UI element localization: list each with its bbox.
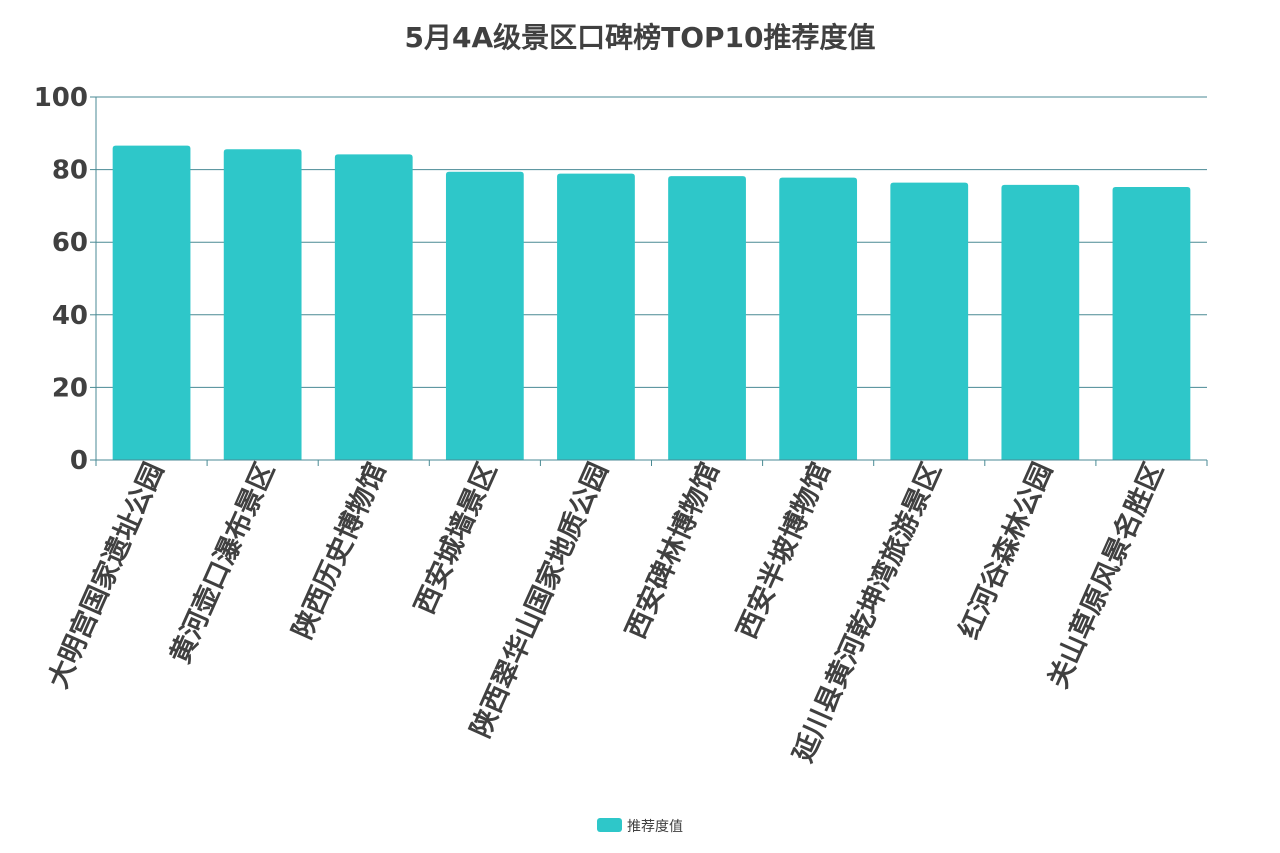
- x-tick-label: 红河谷森林公园: [953, 458, 1059, 644]
- x-tick-label: 西安城墙景区: [409, 458, 503, 619]
- y-tick-label: 0: [70, 446, 88, 476]
- legend-swatch[interactable]: [597, 818, 622, 832]
- x-tick-label: 陕西历史博物馆: [286, 458, 392, 644]
- y-tick-label: 40: [52, 301, 88, 331]
- x-tick-label: 西安碑林博物馆: [619, 458, 725, 644]
- bar: [334, 154, 413, 460]
- y-tick-label: 20: [52, 373, 88, 403]
- x-tick-label: 黄河壶口瀑布景区: [165, 458, 281, 668]
- bar: [668, 176, 746, 460]
- y-tick-label: 60: [52, 228, 88, 258]
- bar: [557, 173, 635, 460]
- x-tick-label: 关山草原风景名胜区: [1042, 458, 1170, 693]
- x-tick-label: 西安半坡博物馆: [730, 458, 836, 644]
- legend-label[interactable]: 推荐度值: [627, 819, 683, 835]
- bar: [112, 145, 191, 460]
- y-tick-label: 100: [34, 83, 88, 113]
- legend[interactable]: 推荐度值: [597, 818, 683, 835]
- chart-title: 5月4A级景区口碑榜TOP10推荐度值: [404, 21, 875, 54]
- bar: [1112, 187, 1191, 461]
- y-tick-label: 80: [52, 156, 88, 186]
- y-axis: 0 20 40 60 80 100: [34, 83, 97, 476]
- bar: [223, 149, 302, 460]
- bar: [1001, 184, 1080, 460]
- bar: [779, 177, 858, 460]
- bar: [890, 182, 969, 460]
- x-tick-label: 大明宫国家遗址公园: [42, 458, 170, 693]
- bar: [445, 171, 524, 460]
- bars: [112, 145, 1191, 461]
